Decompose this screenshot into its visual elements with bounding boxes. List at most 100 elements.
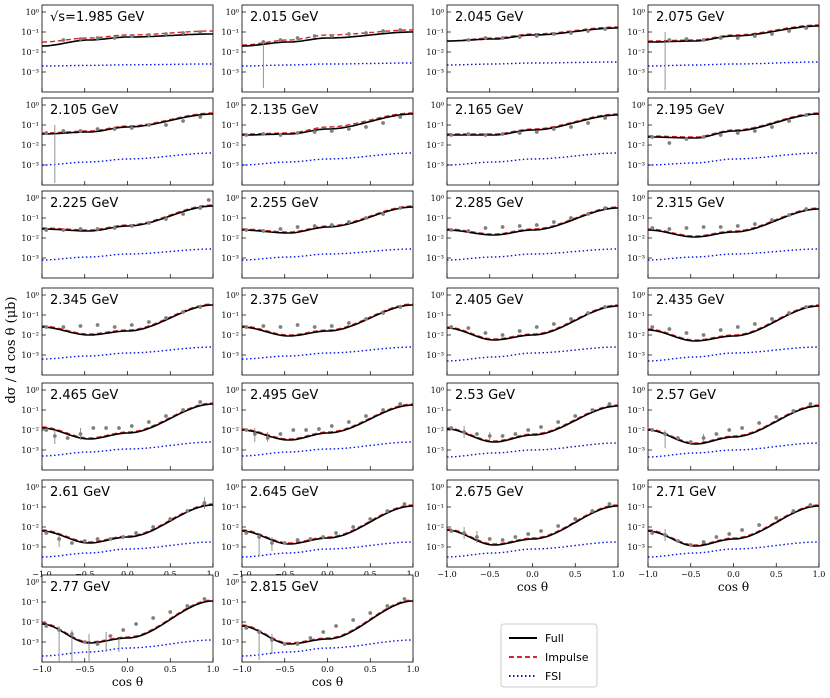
y-tick-label: 10⁻² <box>426 523 444 532</box>
y-tick-label: 10⁻¹ <box>21 28 39 37</box>
data-point <box>95 36 100 40</box>
curve-impulse <box>42 30 213 43</box>
y-tick-label: 10⁰ <box>431 194 444 203</box>
data-point <box>257 630 261 634</box>
x-axis-label: cos θ <box>517 580 548 594</box>
data-point <box>770 218 774 222</box>
data-point <box>462 531 466 535</box>
data-point <box>129 224 134 228</box>
data-point <box>607 502 612 506</box>
data-point <box>282 642 287 646</box>
data-point <box>586 212 590 216</box>
curve-impulse <box>42 112 213 134</box>
y-tick-label: 10⁻² <box>221 331 239 340</box>
data-point <box>151 616 156 620</box>
data-point <box>804 207 809 211</box>
panel: 10⁰ 10⁻¹ 10⁻² 10⁻³ 2.77 GeV −1.0 −0.5 0.0 0.5 1.0… <box>21 574 220 689</box>
data-point <box>346 321 351 325</box>
curve-impulse <box>241 599 414 644</box>
curve-impulse <box>242 112 413 135</box>
x-tick-label: 1.0 <box>207 665 220 674</box>
data-point <box>329 324 334 328</box>
data-point <box>667 141 672 145</box>
y-tick-label: 10⁻³ <box>627 543 645 552</box>
y-tick-label: 10⁻¹ <box>21 311 39 320</box>
panel-frame <box>647 287 820 376</box>
data-point <box>312 34 317 38</box>
curve-fsi <box>242 248 413 261</box>
data-point <box>261 229 266 233</box>
y-tick-label: 10⁻³ <box>627 254 645 263</box>
data-point <box>146 33 151 37</box>
data-point <box>181 31 185 35</box>
data-point <box>198 400 203 404</box>
y-tick-label: 10⁻¹ <box>627 406 645 415</box>
data-point <box>770 32 774 36</box>
data-point <box>757 421 762 425</box>
y-tick-label: 10⁻³ <box>627 68 645 77</box>
data-point <box>676 539 680 543</box>
y-tick-label: 10⁻¹ <box>221 214 239 223</box>
data-point <box>462 430 466 434</box>
data-point <box>487 434 492 438</box>
data-point <box>121 628 126 632</box>
y-tick-label: 10⁻³ <box>221 161 239 170</box>
curve-full <box>241 505 414 545</box>
y-tick-label: 10⁻² <box>221 523 239 532</box>
curve-impulse <box>241 29 413 46</box>
curve-full <box>446 405 619 443</box>
data-point <box>590 509 595 513</box>
data-point <box>398 305 403 309</box>
x-tick-label: 1.0 <box>407 570 420 579</box>
data-point <box>804 305 809 309</box>
data-point <box>684 137 689 141</box>
data-point <box>334 531 338 535</box>
panel-frame <box>446 287 619 376</box>
y-tick-label: 10⁰ <box>431 101 444 110</box>
curve-impulse <box>647 404 820 444</box>
data-point <box>312 130 317 134</box>
y-tick-label: 10⁰ <box>431 291 444 300</box>
data-point <box>198 206 203 210</box>
data-point <box>517 329 522 333</box>
panel-frame <box>41 190 214 279</box>
y-tick-label: 10⁰ <box>26 101 39 110</box>
curve-impulse <box>446 504 619 545</box>
data-point <box>517 35 522 39</box>
x-tick-label: 0.5 <box>569 570 582 579</box>
panel-title: 2.165 GeV <box>455 103 523 118</box>
data-point <box>688 440 693 444</box>
data-point <box>270 638 274 642</box>
panel: 10⁰ 10⁻¹ 10⁻² 10⁻³ 2.345 GeV <box>21 287 214 376</box>
y-tick-label: 10⁻¹ <box>221 503 239 512</box>
panel-frame <box>647 479 820 568</box>
data-point <box>787 311 791 315</box>
data-point <box>526 532 531 536</box>
data-point <box>804 26 809 30</box>
panel-frame <box>41 97 214 186</box>
data-point <box>551 322 556 326</box>
x-tick-label: 0.5 <box>364 570 377 579</box>
curve-full <box>446 505 619 546</box>
y-tick-label: 10⁰ <box>26 8 39 17</box>
panel: 10⁰ 10⁻¹ 10⁻² 10⁻³ 2.195 GeV <box>627 97 820 186</box>
y-tick-label: 10⁻² <box>627 234 645 243</box>
data-point <box>556 420 561 424</box>
y-tick-label: 10⁻³ <box>221 68 239 77</box>
data-point <box>539 425 543 429</box>
y-tick-label: 10⁻² <box>21 331 39 340</box>
data-point <box>718 133 723 137</box>
panel: 10⁰ 10⁻¹ 10⁻² 10⁻³ 2.675 GeV −1.0 −0.5 0.0 0.5 1.… <box>426 479 624 594</box>
y-tick-label: 10⁻¹ <box>221 121 239 130</box>
data-point <box>329 424 334 428</box>
data-point <box>308 537 313 541</box>
data-point <box>718 36 723 40</box>
data-point <box>146 320 151 324</box>
x-tick-label: −0.5 <box>275 665 294 674</box>
data-point <box>295 323 300 327</box>
panel-title: 2.105 GeV <box>50 103 118 118</box>
data-point <box>774 516 779 520</box>
y-tick-label: 10⁻² <box>21 141 39 150</box>
